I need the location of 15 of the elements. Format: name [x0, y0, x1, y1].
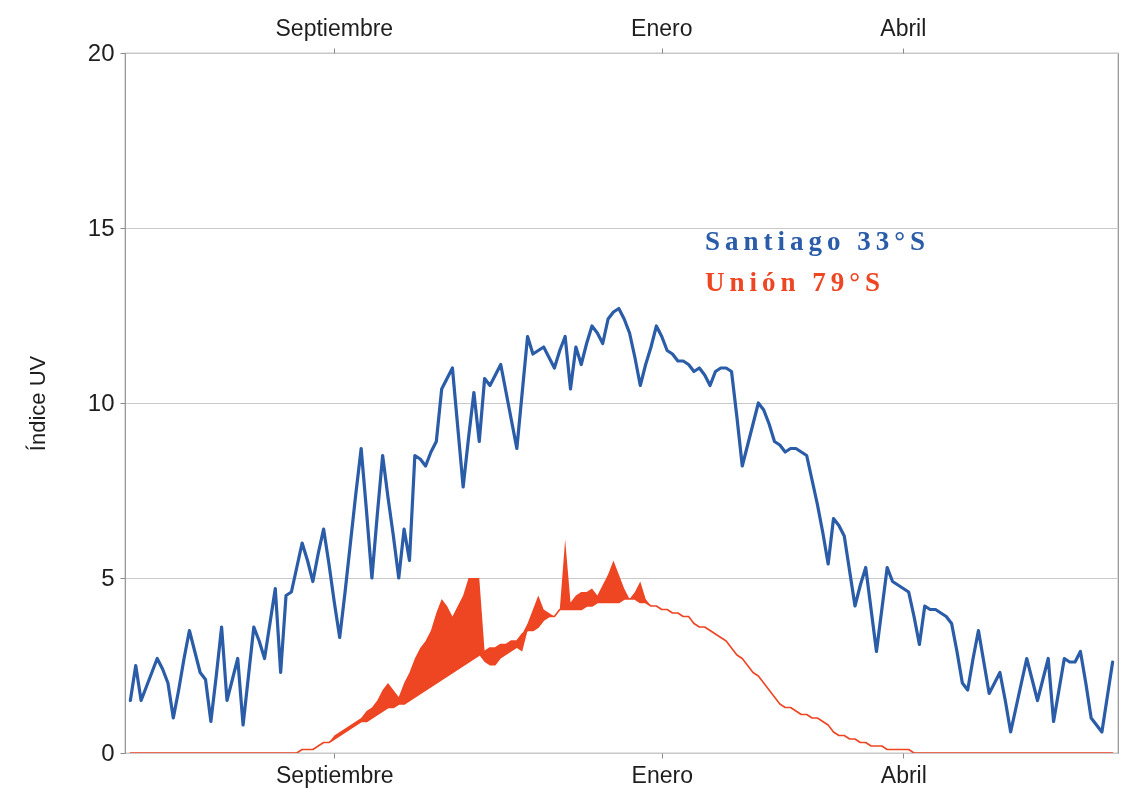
- text: Unión 79°S: [704, 267, 886, 297]
- x-tick-label: Abril: [880, 761, 927, 788]
- y-tick-label: 15: [87, 213, 115, 241]
- x-tick-label: Septiembre: [276, 761, 394, 788]
- category-label: Enero: [631, 15, 693, 41]
- line-series: [128, 306, 1115, 734]
- text: Santiago 33°S: [704, 226, 931, 256]
- y-tick-label: 10: [87, 388, 115, 416]
- y-axis-title: Índice UV: [24, 355, 50, 452]
- category-label: Septiembre: [275, 15, 394, 41]
- y-tick-label: 0: [101, 738, 115, 766]
- category-label: Abril: [880, 15, 927, 41]
- x-tick-label: Enero: [631, 761, 693, 788]
- y-tick-label: 20: [87, 38, 115, 66]
- y-tick-label: 5: [101, 563, 115, 591]
